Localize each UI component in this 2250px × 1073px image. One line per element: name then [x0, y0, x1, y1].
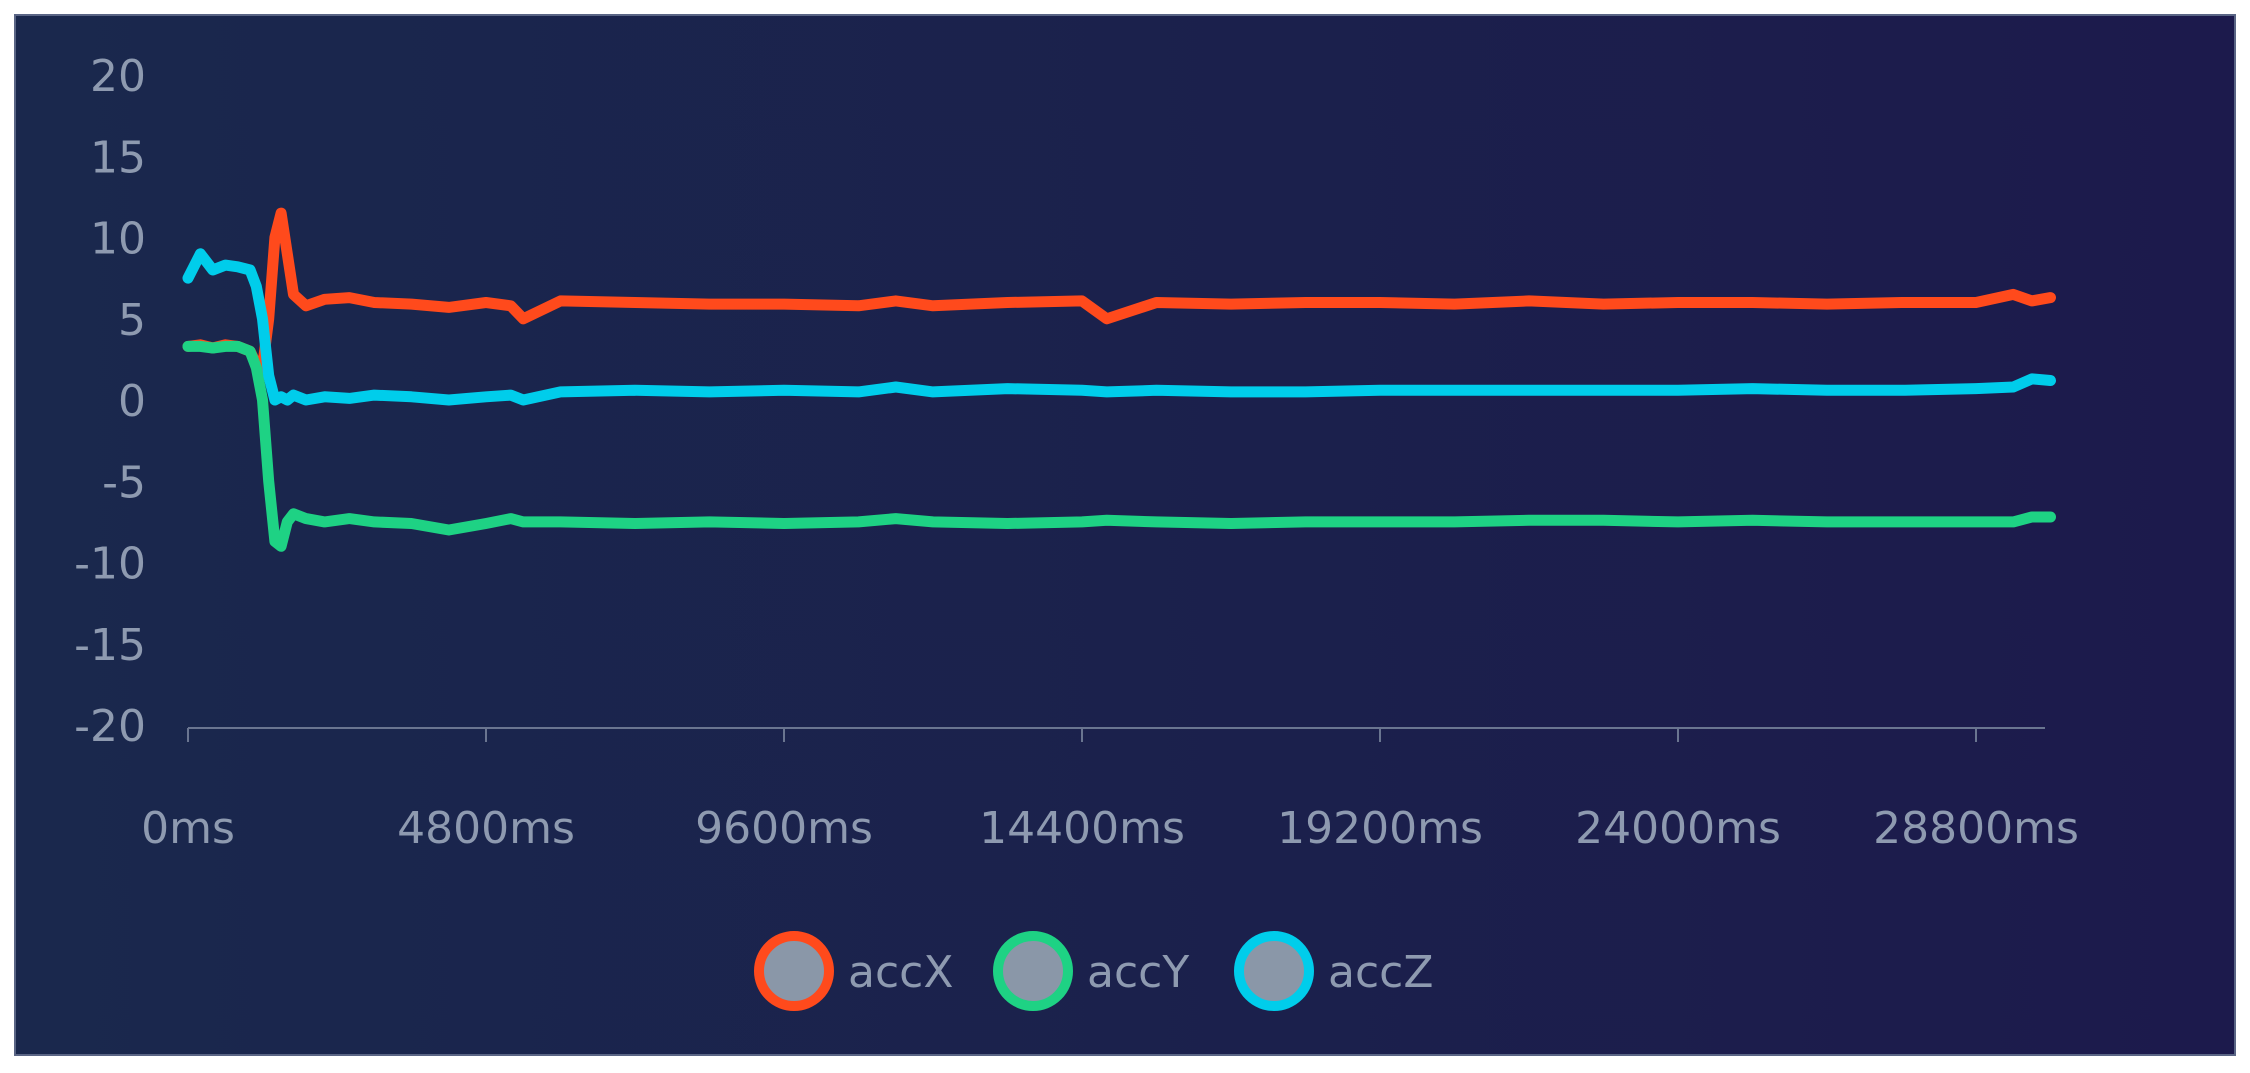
y-tick-label: 15: [90, 132, 146, 183]
x-tick-label: 28800ms: [1873, 803, 2079, 854]
x-tick-label: 4800ms: [397, 803, 575, 854]
y-tick-label: -20: [74, 701, 146, 752]
x-axis: 0ms 4800ms 9600ms 14400ms 19200ms 24000ms 2880…: [141, 727, 2079, 854]
legend-marker-accY: [993, 931, 1073, 1011]
y-tick-label: 0: [118, 376, 146, 427]
legend-label: accX: [848, 947, 954, 998]
y-tick-label: -10: [74, 539, 146, 590]
x-tick-label: 0ms: [141, 803, 235, 854]
x-tick-label: 19200ms: [1277, 803, 1483, 854]
y-tick-label: 10: [90, 214, 146, 265]
series-line-accZ: [182, 248, 2056, 406]
legend: accX accY accZ: [754, 931, 1434, 1011]
y-tick-label: -15: [74, 620, 146, 671]
legend-marker-accX: [754, 931, 834, 1011]
x-tick-label: 14400ms: [979, 803, 1185, 854]
legend-marker-accZ: [1234, 931, 1314, 1011]
chart-background: [14, 14, 2236, 1056]
series-lines: [182, 207, 2056, 552]
x-tick-label: 24000ms: [1575, 803, 1781, 854]
x-tick-label: 9600ms: [695, 803, 873, 854]
y-tick-label: 20: [90, 51, 146, 102]
legend-label: accZ: [1328, 947, 1434, 998]
y-axis: 20 15 10 5 0 -5 -10 -15 -20: [74, 51, 146, 752]
legend-label: accY: [1087, 947, 1189, 998]
series-line-accY: [182, 340, 2056, 552]
y-tick-label: 5: [118, 295, 146, 346]
y-tick-label: -5: [102, 457, 146, 508]
